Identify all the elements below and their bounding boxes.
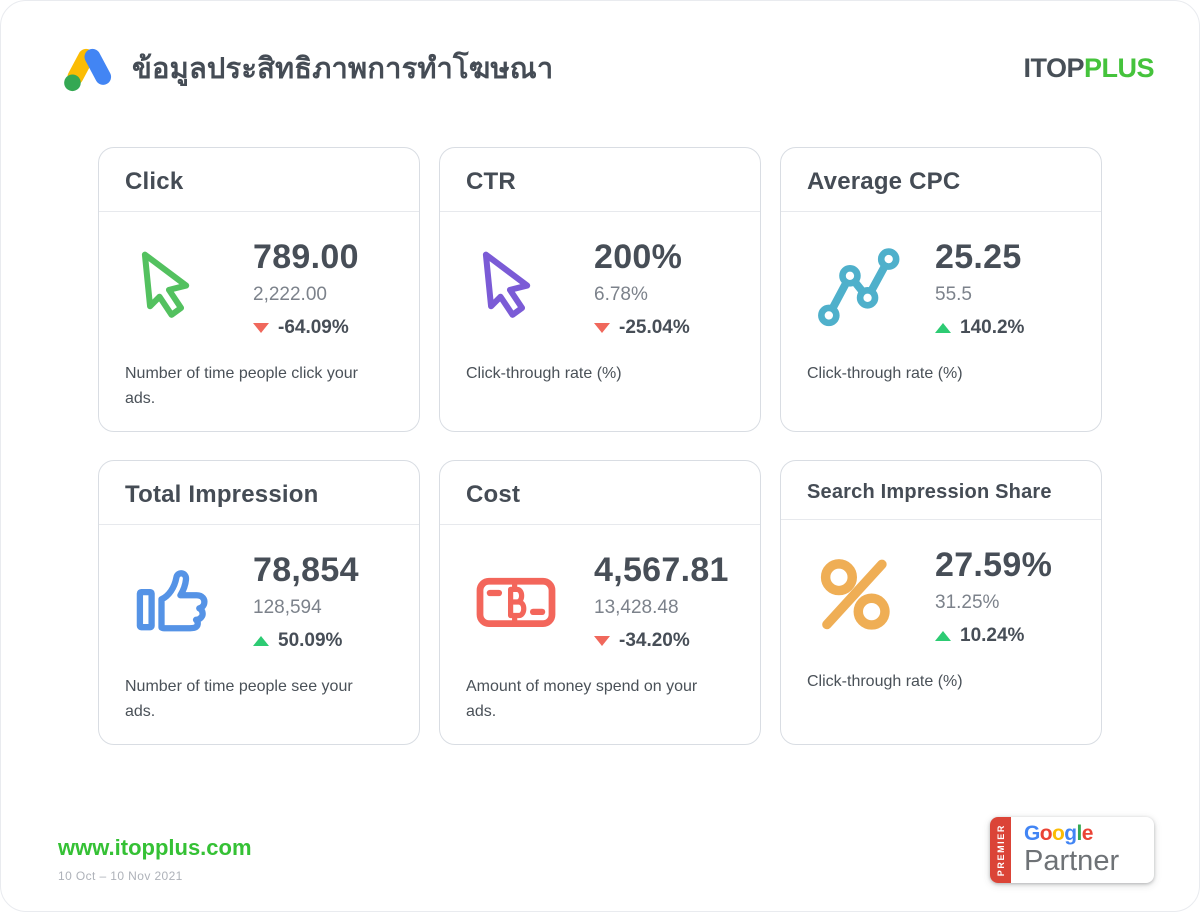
website-link[interactable]: www.itopplus.com (58, 835, 252, 860)
header: ข้อมูลประสิทธิภาพการทำโฆษณา ITOPPLUS (1, 1, 1199, 93)
metric-change: 50.09% (253, 630, 359, 652)
banknote-baht-icon (466, 550, 566, 654)
metric-change-value: 10.24% (960, 624, 1025, 646)
triangle-down-icon (594, 322, 610, 333)
itopplus-logo: ITOPPLUS (1023, 53, 1154, 84)
cursor-icon (466, 237, 566, 341)
metric-previous-value: 31.25% (935, 591, 1000, 613)
metric-description: Number of time people click your ads. (125, 365, 358, 407)
triangle-up-icon (935, 322, 951, 333)
premier-ribbon: PREMIER (990, 817, 1011, 883)
metric-description: Click-through rate (%) (807, 673, 963, 690)
metric-value: 4,567.81 (594, 551, 729, 590)
date-range: 10 Oct – 10 Nov 2021 (58, 869, 183, 883)
triangle-down-icon (594, 635, 610, 646)
metric-change: -64.09% (253, 317, 359, 339)
metric-change: -34.20% (594, 630, 729, 652)
google-partner-badge: PREMIER Google Partner (990, 817, 1154, 883)
card-search-impression-share: Search Impression Share 27.59% 31.25% 10… (780, 460, 1102, 745)
metric-value: 78,854 (253, 551, 359, 590)
card-total-impression: Total Impression 78,854 128,594 50.09% (98, 460, 420, 745)
metric-value: 200% (594, 238, 683, 277)
card-title: Click (125, 168, 184, 195)
itopplus-logo-plus: PLUS (1083, 52, 1155, 83)
premier-label: PREMIER (995, 823, 1006, 877)
card-ctr: CTR 200% 6.78% -25.04% Click-throug (439, 147, 761, 432)
metric-value: 27.59% (935, 546, 1053, 585)
metric-previous-value: 55.5 (935, 283, 972, 305)
itopplus-logo-itop: ITOP (1023, 52, 1084, 83)
card-title: Cost (466, 481, 521, 508)
metric-previous-value: 2,222.00 (253, 283, 327, 305)
percent-icon (807, 545, 907, 649)
card-average-cpc: Average CPC 25.25 55.5 (780, 147, 1102, 432)
metric-change-value: 50.09% (278, 629, 343, 651)
google-ads-icon (58, 43, 116, 93)
partner-label: Partner (1024, 845, 1120, 878)
metric-change: 10.24% (935, 625, 1052, 647)
metric-change-value: -64.09% (278, 316, 349, 338)
card-click: Click 789.00 2,222.00 -64.09% Numbe (98, 147, 420, 432)
card-title: Total Impression (125, 481, 319, 508)
card-cost: Cost 4,567.81 13,428.48 -34.2 (439, 460, 761, 745)
metric-value: 789.00 (253, 238, 359, 277)
card-title: CTR (466, 168, 516, 195)
google-wordmark: Google (1024, 822, 1093, 846)
thumbs-up-icon (125, 550, 225, 654)
metric-description: Amount of money spend on your ads. (466, 678, 698, 720)
footer: www.itopplus.com 10 Oct – 10 Nov 2021 PR… (58, 817, 1154, 883)
metric-change: 140.2% (935, 317, 1024, 339)
metric-previous-value: 6.78% (594, 283, 648, 305)
metric-value: 25.25 (935, 238, 1022, 277)
page-title: ข้อมูลประสิทธิภาพการทำโฆษณา (132, 53, 554, 85)
metric-description: Number of time people see your ads. (125, 678, 353, 720)
card-title: Search Impression Share (807, 481, 1052, 503)
metric-previous-value: 128,594 (253, 596, 322, 618)
triangle-up-icon (935, 630, 951, 641)
metrics-grid: Click 789.00 2,222.00 -64.09% Numbe (98, 147, 1102, 745)
cursor-icon (125, 237, 225, 341)
metric-change-value: -34.20% (619, 629, 690, 651)
triangle-up-icon (253, 635, 269, 646)
metric-description: Click-through rate (%) (807, 365, 963, 382)
metric-change: -25.04% (594, 317, 690, 339)
triangle-down-icon (253, 322, 269, 333)
line-chart-icon (807, 237, 907, 341)
metric-description: Click-through rate (%) (466, 365, 622, 382)
metric-change-value: -25.04% (619, 316, 690, 338)
metric-previous-value: 13,428.48 (594, 596, 679, 618)
card-title: Average CPC (807, 168, 961, 195)
metric-change-value: 140.2% (960, 316, 1025, 338)
